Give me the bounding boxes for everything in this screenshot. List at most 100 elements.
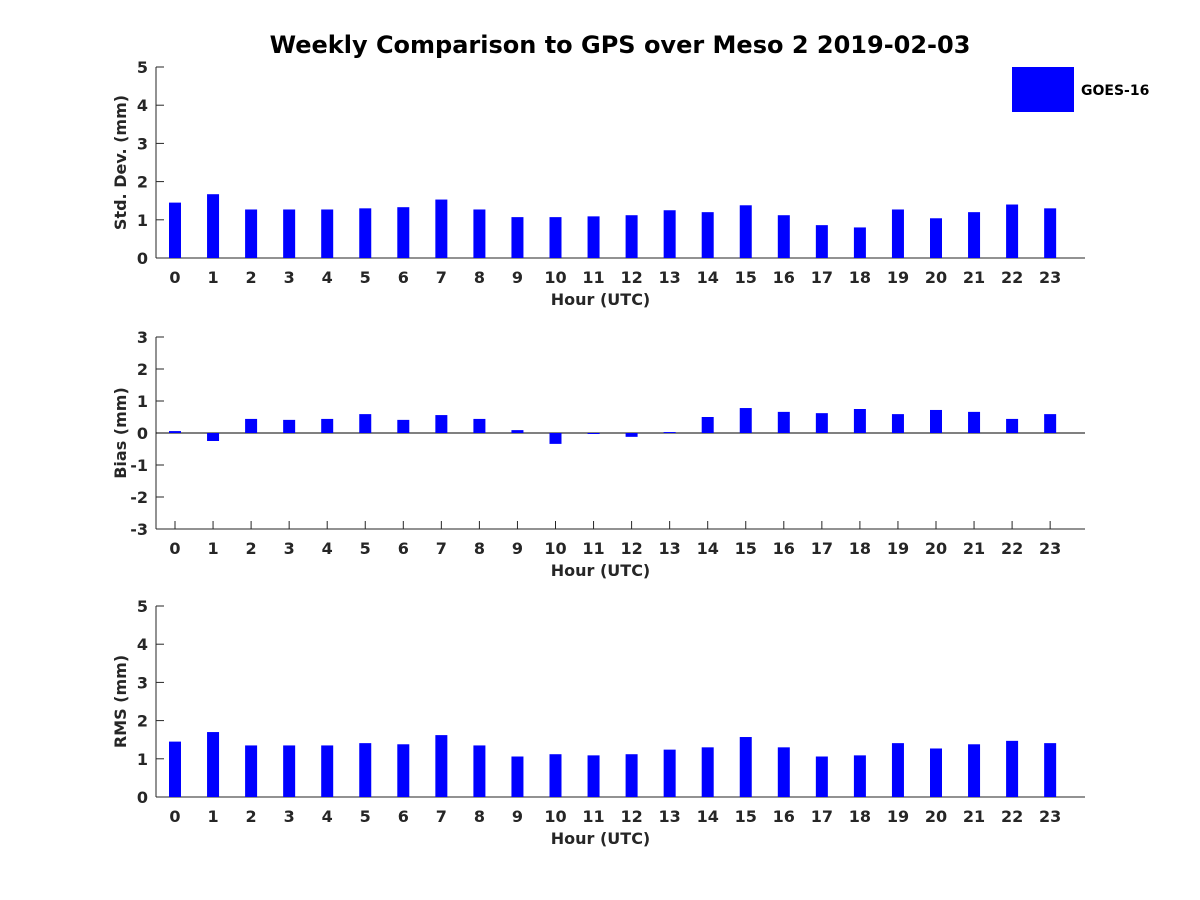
bar-hour-16 [777, 747, 790, 797]
x-tick-label: 23 [1039, 539, 1061, 558]
x-axis-label: Hour (UTC) [551, 561, 651, 580]
x-tick-label: 20 [925, 807, 947, 826]
y-tick-label: -1 [130, 456, 148, 475]
bar-hour-23 [1044, 208, 1057, 258]
x-axis-label: Hour (UTC) [551, 290, 651, 309]
bar-hour-9 [511, 430, 524, 433]
bar-hour-8 [473, 418, 486, 433]
y-axis-label: Bias (mm) [111, 387, 130, 479]
bar-hour-10 [549, 754, 562, 797]
bar-hour-19 [891, 743, 904, 797]
bar-hour-12 [625, 754, 638, 797]
bar-hour-13 [663, 749, 676, 797]
y-tick-label: 0 [137, 249, 148, 268]
x-tick-label: 2 [246, 268, 257, 287]
bar-hour-16 [777, 215, 790, 258]
bar-hour-7 [435, 415, 448, 433]
bar-hour-17 [815, 225, 828, 258]
bar-hour-2 [245, 418, 258, 433]
x-tick-label: 11 [582, 807, 604, 826]
x-tick-label: 13 [659, 807, 681, 826]
bar-hour-14 [701, 747, 714, 797]
x-tick-label: 19 [887, 539, 909, 558]
y-tick-label: 4 [137, 635, 148, 654]
bar-hour-15 [739, 737, 752, 797]
bar-hour-3 [283, 419, 296, 433]
legend: GOES-16 [1012, 67, 1149, 112]
bar-hour-17 [815, 413, 828, 433]
bar-hour-0 [169, 431, 181, 433]
x-tick-label: 1 [207, 807, 218, 826]
x-tick-label: 8 [474, 268, 485, 287]
bar-hour-1 [207, 194, 220, 258]
bar-hour-6 [397, 419, 410, 433]
x-tick-label: 1 [207, 539, 218, 558]
bar-hour-23 [1044, 414, 1057, 433]
bar-hour-0 [169, 741, 181, 797]
y-tick-label: 0 [137, 424, 148, 443]
bar-hour-19 [891, 209, 904, 258]
x-tick-label: 10 [544, 268, 566, 287]
y-axis-label: Std. Dev. (mm) [111, 95, 130, 230]
chart-title: Weekly Comparison to GPS over Meso 2 201… [270, 31, 971, 59]
x-tick-label: 10 [544, 807, 566, 826]
x-tick-label: 9 [512, 268, 523, 287]
bar-hour-12 [625, 215, 638, 258]
x-tick-label: 16 [773, 268, 795, 287]
bar-hour-18 [853, 409, 866, 433]
x-tick-label: 3 [284, 807, 295, 826]
bar-hour-1 [207, 433, 220, 441]
y-axis-label: RMS (mm) [111, 655, 130, 748]
y-tick-label: -3 [130, 520, 148, 539]
x-tick-label: 7 [436, 268, 447, 287]
bar-hour-20 [930, 218, 942, 258]
legend-swatch [1012, 67, 1074, 112]
bar-hour-9 [511, 217, 524, 258]
x-tick-label: 3 [284, 539, 295, 558]
x-tick-label: 14 [697, 268, 719, 287]
x-tick-label: 20 [925, 539, 947, 558]
x-tick-label: 7 [436, 539, 447, 558]
x-tick-label: 13 [659, 268, 681, 287]
x-tick-label: 8 [474, 807, 485, 826]
bar-hour-20 [930, 748, 942, 797]
x-tick-label: 17 [811, 268, 833, 287]
bar-hour-18 [853, 755, 866, 797]
x-tick-label: 0 [169, 268, 180, 287]
x-tick-label: 15 [735, 539, 757, 558]
x-tick-label: 21 [963, 539, 985, 558]
bar-hour-21 [968, 411, 981, 433]
x-tick-label: 8 [474, 539, 485, 558]
bar-hour-11 [587, 755, 600, 797]
x-tick-label: 17 [811, 807, 833, 826]
bar-hour-9 [511, 756, 524, 797]
bar-hour-4 [321, 745, 334, 797]
bar-hour-5 [359, 208, 372, 258]
bar-hour-21 [968, 212, 981, 258]
x-tick-label: 1 [207, 268, 218, 287]
x-tick-label: 19 [887, 807, 909, 826]
bar-hour-4 [321, 418, 334, 433]
x-tick-label: 16 [773, 539, 795, 558]
x-tick-label: 14 [697, 539, 719, 558]
bar-hour-3 [283, 209, 296, 258]
x-tick-label: 17 [811, 539, 833, 558]
y-tick-label: 2 [137, 173, 148, 192]
x-tick-label: 2 [246, 807, 257, 826]
bar-hour-6 [397, 207, 410, 258]
bar-hour-5 [359, 414, 372, 433]
bar-hour-11 [587, 216, 600, 258]
bar-hour-0 [169, 202, 181, 258]
y-tick-label: 3 [137, 673, 148, 692]
bar-hour-7 [435, 199, 448, 258]
y-tick-label: 5 [137, 597, 148, 616]
bar-hour-17 [815, 756, 828, 797]
x-tick-label: 5 [360, 807, 371, 826]
y-tick-label: 4 [137, 96, 148, 115]
x-tick-label: 4 [322, 268, 333, 287]
x-tick-label: 2 [246, 539, 257, 558]
bar-hour-3 [283, 745, 296, 797]
